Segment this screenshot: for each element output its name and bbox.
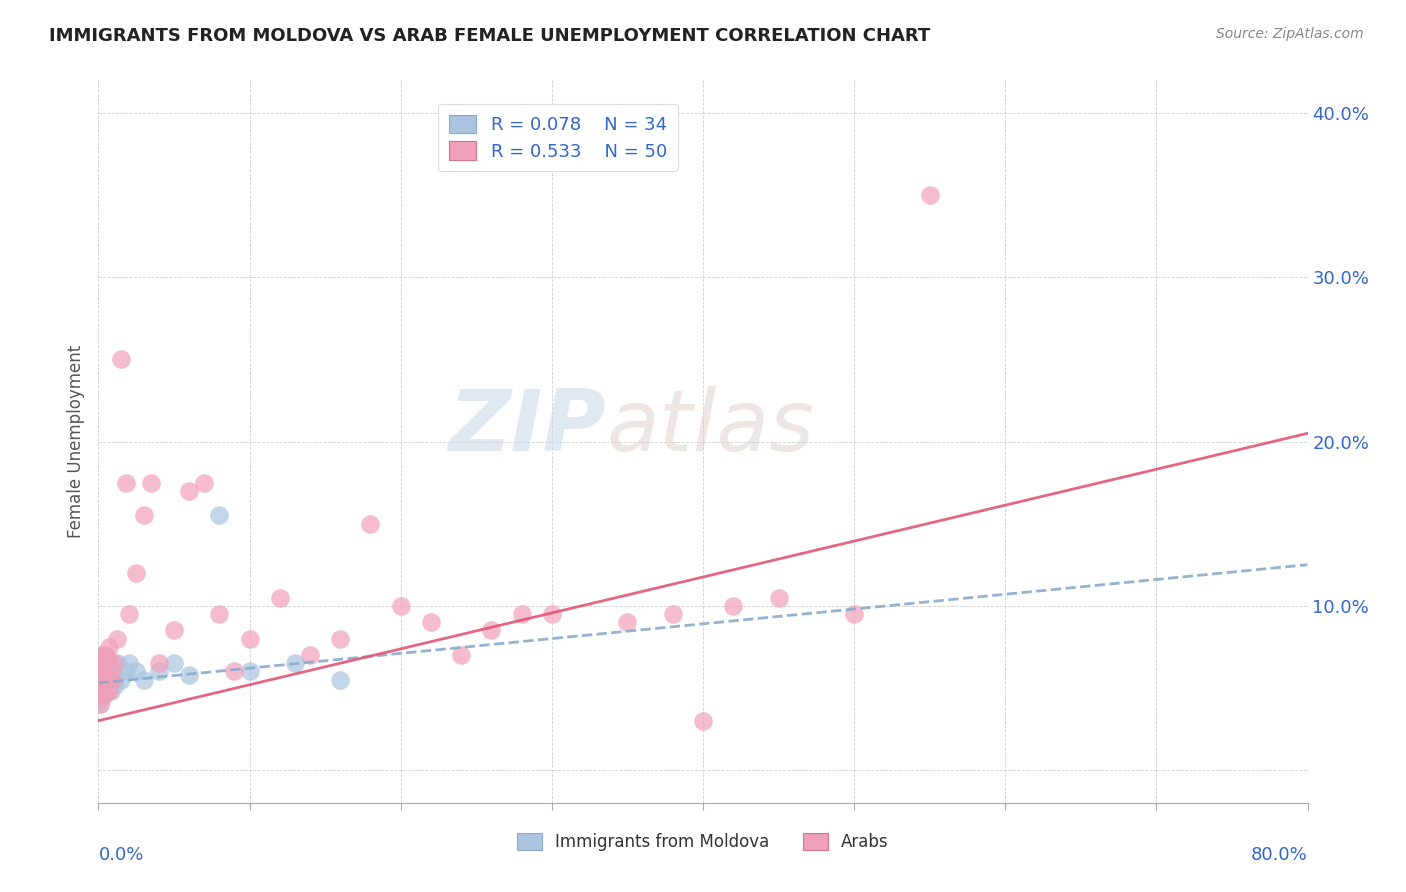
Point (510, 607, 533, 621)
Point (105, 657, 128, 671)
Point (94, 673, 117, 687)
Point (90, 681, 112, 695)
Point (89, 698, 111, 712)
Point (90, 665, 112, 679)
Point (89, 657, 111, 671)
Point (98, 657, 121, 671)
Point (96, 651, 118, 665)
Y-axis label: Female Unemployment: Female Unemployment (66, 345, 84, 538)
Point (118, 657, 141, 671)
Point (389, 599, 412, 613)
Point (163, 657, 186, 671)
Point (96, 684, 118, 698)
Point (450, 648, 472, 662)
Point (91, 648, 114, 662)
Point (90, 648, 112, 662)
Point (148, 657, 170, 671)
Point (360, 516, 382, 531)
Point (100, 673, 122, 687)
Point (90, 657, 112, 671)
Point (329, 632, 352, 646)
Point (208, 508, 231, 523)
Point (90, 681, 112, 695)
Point (93, 657, 115, 671)
Point (98, 681, 121, 695)
Point (101, 673, 124, 687)
Point (179, 667, 201, 681)
Text: atlas: atlas (606, 385, 814, 468)
Point (89, 657, 111, 671)
Point (100, 661, 122, 675)
Point (420, 615, 443, 630)
Point (299, 648, 322, 662)
Point (96, 665, 118, 679)
Point (100, 665, 122, 679)
Point (93, 657, 115, 671)
Point (114, 475, 136, 490)
Point (179, 483, 201, 498)
Point (125, 566, 148, 580)
Point (89, 698, 111, 712)
Point (768, 591, 790, 605)
Point (89, 673, 111, 687)
Point (103, 665, 125, 679)
Point (723, 599, 745, 613)
Point (91, 689, 114, 703)
Text: ZIP: ZIP (449, 385, 606, 468)
Point (110, 352, 132, 367)
Point (118, 607, 141, 621)
Point (208, 607, 231, 621)
Point (193, 475, 215, 490)
Text: IMMIGRANTS FROM MOLDOVA VS ARAB FEMALE UNEMPLOYMENT CORRELATION CHART: IMMIGRANTS FROM MOLDOVA VS ARAB FEMALE U… (49, 27, 931, 45)
Point (101, 673, 124, 687)
Point (844, 607, 866, 621)
Point (110, 673, 132, 687)
Point (329, 673, 352, 687)
Point (105, 632, 128, 646)
Point (93, 673, 115, 687)
Point (104, 677, 127, 691)
Point (692, 714, 714, 728)
Point (91, 665, 114, 679)
Point (141, 475, 163, 490)
Point (132, 673, 155, 687)
Point (481, 624, 503, 638)
Point (239, 632, 262, 646)
Text: 80.0%: 80.0% (1251, 847, 1308, 864)
Point (114, 665, 136, 679)
Point (103, 657, 125, 671)
Point (94, 684, 117, 698)
Point (284, 657, 307, 671)
Point (125, 665, 148, 679)
Point (94, 648, 117, 662)
Point (661, 607, 683, 621)
Point (98, 640, 121, 654)
Legend: Immigrants from Moldova, Arabs: Immigrants from Moldova, Arabs (509, 825, 897, 860)
Point (96, 677, 118, 691)
Point (239, 665, 262, 679)
Point (91, 689, 114, 703)
Point (132, 508, 155, 523)
Point (89, 673, 111, 687)
Point (100, 684, 122, 698)
Point (616, 615, 638, 630)
Point (224, 665, 246, 679)
Text: 0.0%: 0.0% (98, 847, 143, 864)
Point (93, 681, 115, 695)
Point (163, 624, 186, 638)
Point (269, 591, 291, 605)
Text: Source: ZipAtlas.com: Source: ZipAtlas.com (1216, 27, 1364, 41)
Point (98, 684, 121, 698)
Point (918, 188, 941, 202)
Point (94, 651, 117, 665)
Point (540, 607, 562, 621)
Point (148, 665, 170, 679)
